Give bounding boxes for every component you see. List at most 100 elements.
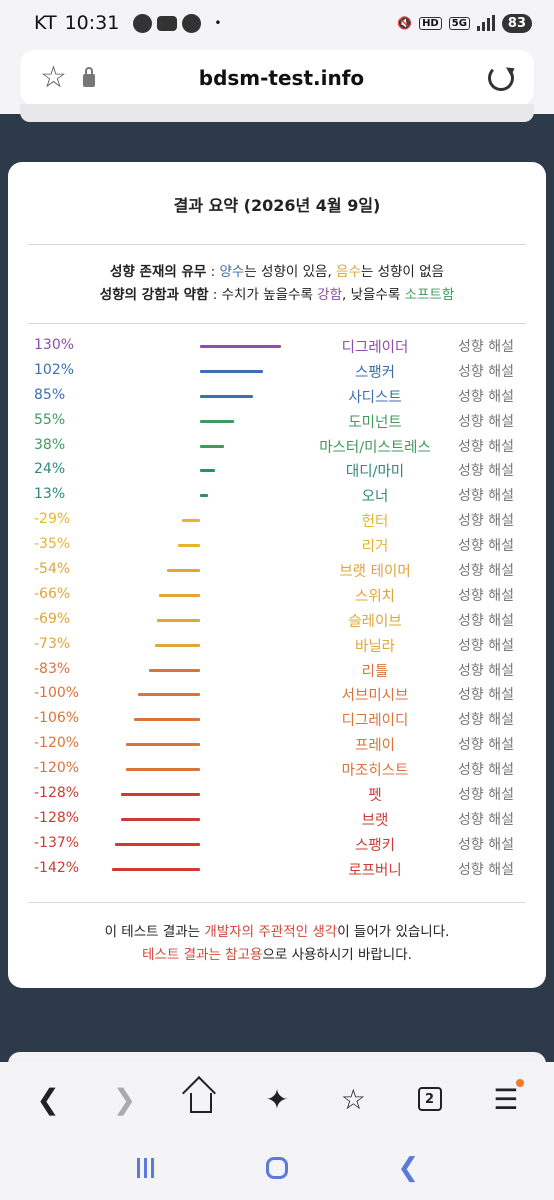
type-description-link[interactable]: 성향 해설 xyxy=(458,861,514,878)
type-description-link[interactable]: 성향 해설 xyxy=(458,388,514,405)
result-type-name[interactable]: 사디스트 xyxy=(348,389,402,406)
result-percent: -100% xyxy=(34,685,80,702)
result-type-name[interactable]: 오너 xyxy=(361,489,389,506)
network-5g-icon: 5G xyxy=(448,16,470,30)
system-back-button[interactable]: ❮ xyxy=(388,1148,428,1188)
menu-notification-dot xyxy=(515,1079,524,1087)
ai-assist-button[interactable]: ✦ xyxy=(257,1079,297,1119)
url-text[interactable]: bdsm-test.info xyxy=(198,66,365,90)
result-type-name[interactable]: 브랫 xyxy=(361,812,389,829)
result-row: -54% 브랫 테이머 성향 해설 xyxy=(28,558,526,583)
result-row: -106% 디그레이디 성향 해설 xyxy=(28,707,526,732)
type-description-link[interactable]: 성향 해설 xyxy=(458,463,514,480)
result-type-name[interactable]: 스위치 xyxy=(354,588,396,605)
result-type-name[interactable]: 도미넌트 xyxy=(348,414,402,431)
type-description-link[interactable]: 성향 해설 xyxy=(458,587,514,604)
result-percent: 38% xyxy=(34,436,66,453)
result-type-name[interactable]: 대디/마미 xyxy=(345,464,405,481)
result-type-name[interactable]: 헌터 xyxy=(361,514,389,531)
result-percent: -142% xyxy=(34,859,80,876)
menu-button[interactable]: ☰ xyxy=(486,1079,526,1119)
result-type-name[interactable]: 마조히스트 xyxy=(341,763,409,780)
legend: 성향 존재의 유무 : 양수는 성향이 있음, 음수는 성향이 없음 성향의 강… xyxy=(28,261,526,307)
type-description-link[interactable]: 성향 해설 xyxy=(458,612,514,629)
type-description-link[interactable]: 성향 해설 xyxy=(458,762,514,779)
disclaimer-note: 이 테스트 결과는 개발자의 주관적인 생각이 들어가 있습니다. 테스트 결과… xyxy=(104,923,450,963)
result-type-name[interactable]: 프레이 xyxy=(354,738,396,755)
address-bar[interactable]: ☆ bdsm-test.info xyxy=(20,50,534,106)
recent-apps-icon xyxy=(137,1158,155,1178)
type-description-link[interactable]: 성향 해설 xyxy=(458,438,514,455)
chevron-right-icon: ❯ xyxy=(112,1082,137,1116)
type-description-link[interactable]: 성향 해설 xyxy=(458,339,514,355)
back-button[interactable]: ❮ xyxy=(28,1079,68,1119)
result-row: -128% 펫 성향 해설 xyxy=(28,782,526,807)
youtube-icon xyxy=(157,15,178,31)
legend-line-1: 성향 존재의 유무 : 양수는 성향이 있음, 음수는 성향이 없음 xyxy=(110,264,444,280)
result-type-name[interactable]: 바닐라 xyxy=(354,638,396,655)
result-percent: -69% xyxy=(34,610,71,627)
system-home-icon xyxy=(265,1157,288,1179)
status-bar: KT 10:31 • 🔇 HD 5G 83 xyxy=(0,0,554,46)
type-description-link[interactable]: 성향 해설 xyxy=(458,513,514,530)
type-description-link[interactable]: 성향 해설 xyxy=(458,737,514,754)
type-description-link[interactable]: 성향 해설 xyxy=(458,637,514,654)
result-type-name[interactable]: 리거 xyxy=(361,539,389,556)
result-type-name[interactable]: 마스터/미스트레스 xyxy=(319,439,431,456)
result-type-name[interactable]: 펫 xyxy=(368,788,382,805)
result-row: -73% 바닐라 성향 해설 xyxy=(28,633,526,658)
result-row: -128% 브랫 성향 해설 xyxy=(28,807,526,832)
type-description-link[interactable]: 성향 해설 xyxy=(458,811,514,828)
result-percent: -120% xyxy=(34,735,80,752)
result-bar xyxy=(120,817,200,821)
result-row: -29% 헌터 성향 해설 xyxy=(28,508,526,533)
result-type-name[interactable]: 리틀 xyxy=(361,663,389,680)
home-button[interactable] xyxy=(181,1079,221,1119)
clock: 10:31 xyxy=(64,12,120,34)
type-description-link[interactable]: 성향 해설 xyxy=(458,787,514,804)
bookmark-star-icon[interactable]: ☆ xyxy=(40,60,67,95)
result-percent: 24% xyxy=(34,461,66,478)
type-description-link[interactable]: 성향 해설 xyxy=(458,662,514,679)
legend-negative: 음수 xyxy=(336,264,361,280)
mute-icon: 🔇 xyxy=(397,16,413,30)
hd-icon: HD xyxy=(419,16,442,30)
result-row: -35% 리거 성향 해설 xyxy=(28,533,526,558)
result-bar xyxy=(200,345,281,348)
recent-apps-button[interactable] xyxy=(126,1148,166,1188)
result-percent: 85% xyxy=(34,386,66,403)
result-percent: -66% xyxy=(34,585,71,602)
type-description-link[interactable]: 성향 해설 xyxy=(458,538,514,555)
tabs-button[interactable]: 2 xyxy=(410,1079,450,1119)
note-highlight: 개발자의 주관적인 생각 xyxy=(204,923,338,940)
result-type-name[interactable]: 로프버니 xyxy=(348,862,402,879)
lock-icon[interactable] xyxy=(82,66,95,87)
result-row: 38% 마스터/미스트레스 성향 해설 xyxy=(28,434,526,459)
result-row: -66% 스위치 성향 해설 xyxy=(28,583,526,608)
result-bar xyxy=(200,469,215,473)
result-percent: 130% xyxy=(34,337,75,353)
type-description-link[interactable]: 성향 해설 xyxy=(458,363,514,380)
battery-indicator: 83 xyxy=(501,13,532,33)
system-home-button[interactable] xyxy=(257,1148,297,1188)
type-description-link[interactable]: 성향 해설 xyxy=(458,836,514,853)
type-description-link[interactable]: 성향 해설 xyxy=(458,563,514,580)
type-description-link[interactable]: 성향 해설 xyxy=(458,488,514,505)
result-type-name[interactable]: 스팽키 xyxy=(354,837,396,854)
result-type-name[interactable]: 슬레이브 xyxy=(348,613,402,630)
forward-button[interactable]: ❯ xyxy=(104,1079,144,1119)
result-type-name[interactable]: 브랫 테이머 xyxy=(339,564,411,581)
result-row: -120% 마조히스트 성향 해설 xyxy=(28,757,526,782)
type-description-link[interactable]: 성향 해설 xyxy=(458,413,514,430)
result-bar xyxy=(125,743,200,747)
bookmarks-button[interactable]: ☆ xyxy=(333,1079,373,1119)
type-description-link[interactable]: 성향 해설 xyxy=(458,712,514,729)
result-type-name[interactable]: 디그레이더 xyxy=(341,340,409,356)
reload-icon[interactable] xyxy=(488,65,514,91)
result-type-name[interactable]: 스팽커 xyxy=(354,364,396,381)
type-description-link[interactable]: 성향 해설 xyxy=(458,687,514,704)
result-type-name[interactable]: 서브미시브 xyxy=(341,688,409,705)
result-type-name[interactable]: 디그레이디 xyxy=(341,713,409,730)
result-row: 102% 스팽커 성향 해설 xyxy=(28,359,526,384)
result-row: 85% 사디스트 성향 해설 xyxy=(28,384,526,409)
